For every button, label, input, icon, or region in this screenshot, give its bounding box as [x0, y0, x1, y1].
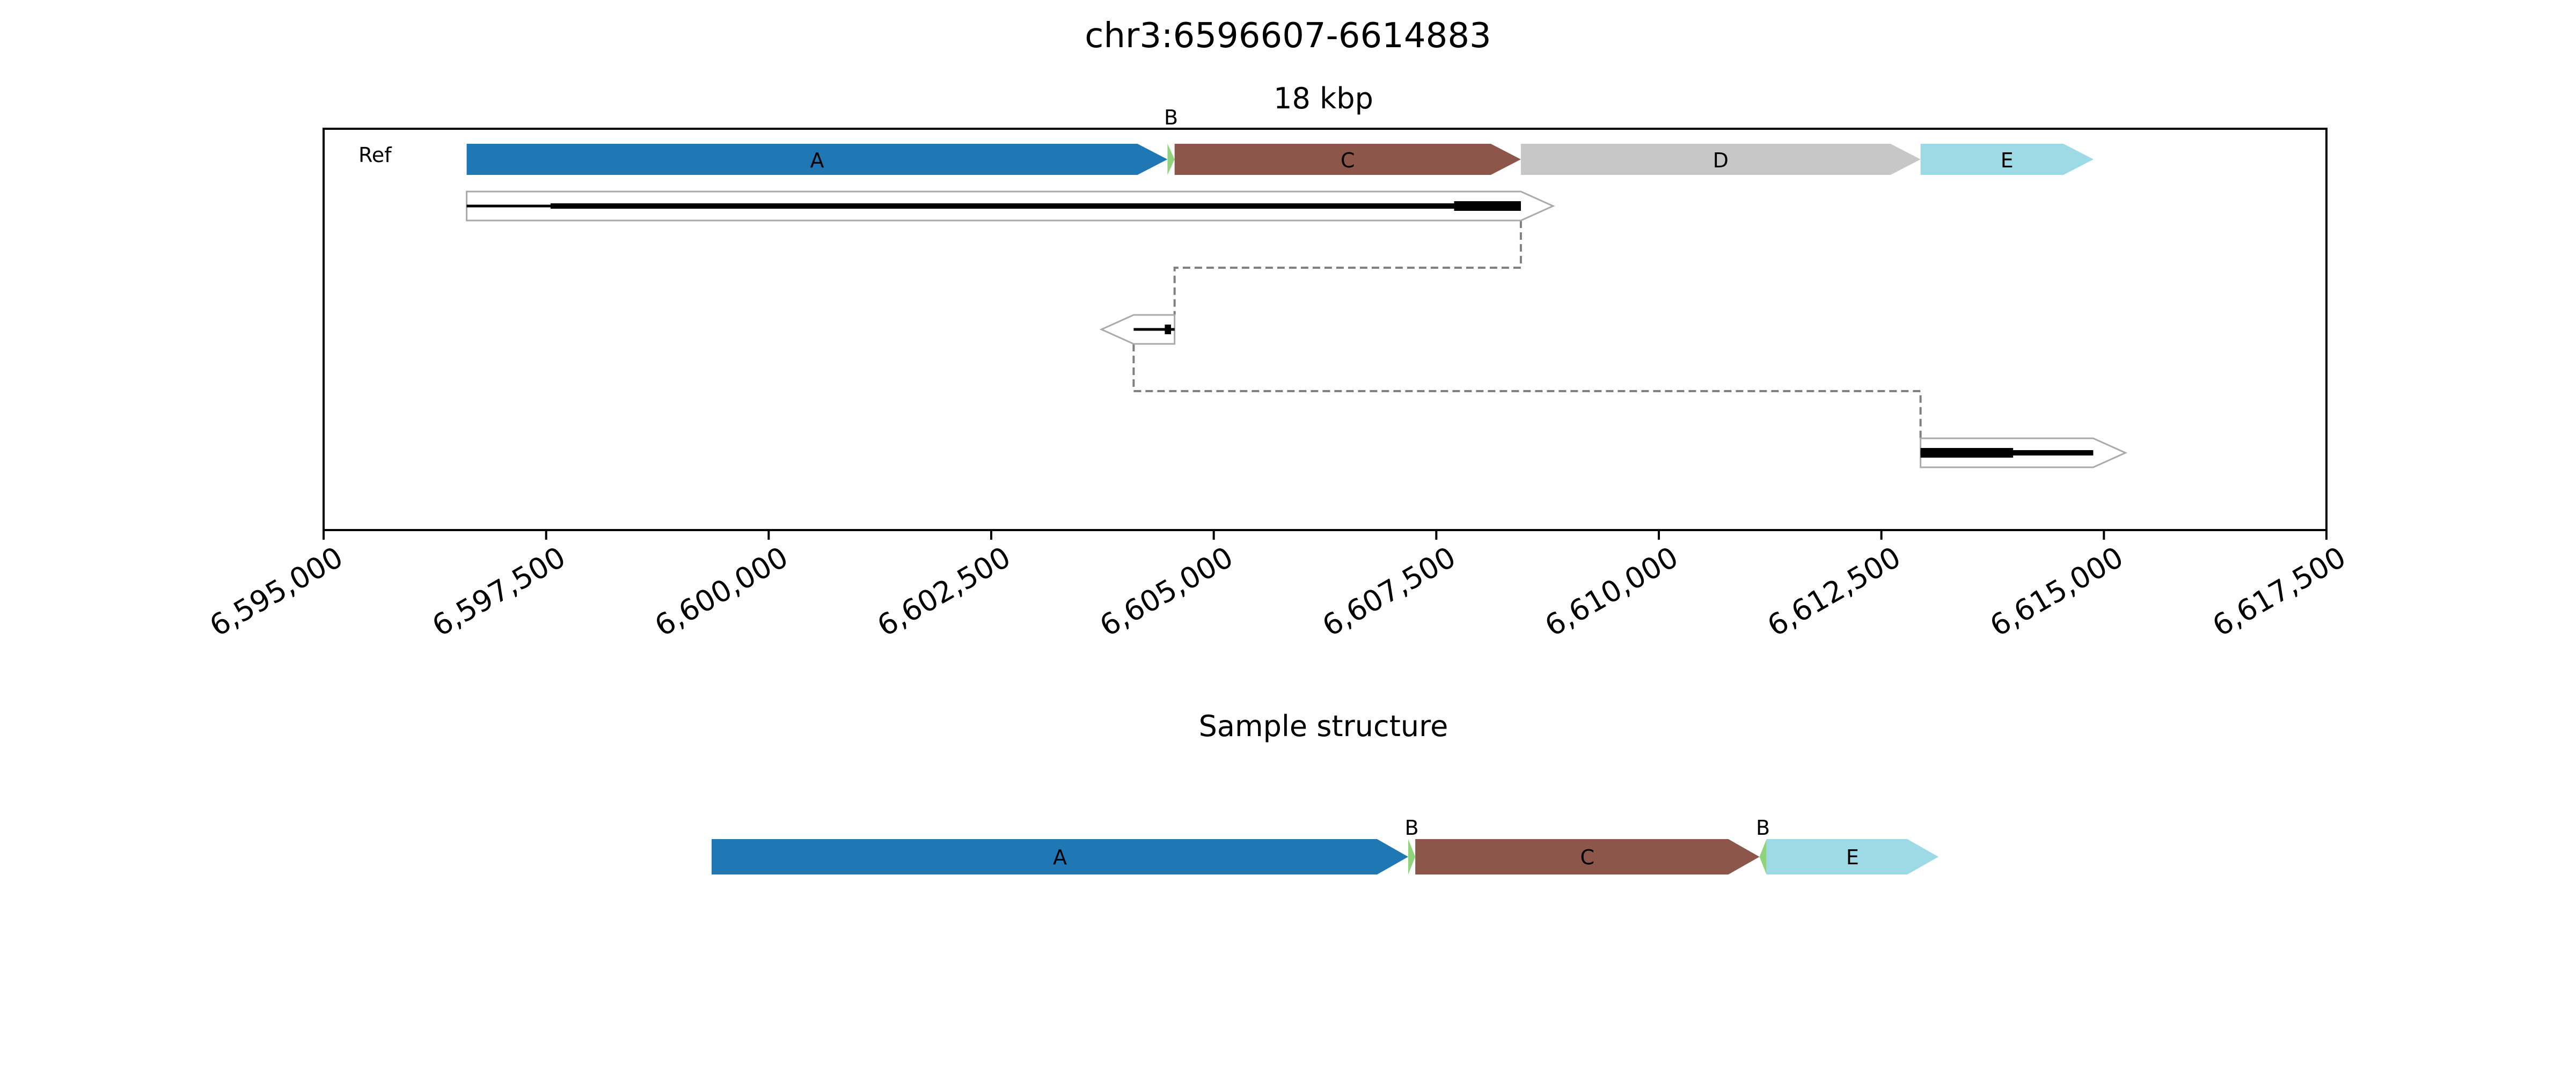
ref-segment-e — [1920, 144, 2094, 175]
segment-link-2 — [1132, 344, 1922, 438]
ref-segment-label-e: E — [2001, 149, 2014, 172]
ref-segment-a — [466, 144, 1168, 175]
axis-tick-label-8: 6,612,500 — [1762, 540, 1907, 643]
ref-segment-b — [1167, 144, 1175, 175]
sample-segment-label-a: A — [1053, 846, 1067, 869]
ref-row-label: Ref — [358, 143, 392, 167]
axis-tick-label-10: 6,617,500 — [2207, 540, 2352, 643]
sample-segment-label-e: E — [1846, 846, 1859, 869]
sample-segments: A B C B E — [712, 816, 1938, 874]
segment-link-1 — [1173, 221, 1522, 315]
segment-links — [1132, 221, 1922, 438]
ref-segment-label-a: A — [810, 149, 824, 172]
ref-segment-label-b: B — [1164, 106, 1178, 129]
sample-segment-c — [1415, 839, 1760, 874]
sample-segment-label-b: B — [1405, 816, 1419, 840]
axis-tick-label-1: 6,595,000 — [204, 540, 349, 643]
position-axis: 6,595,000 6,597,500 6,600,000 6,602,500 6,60… — [204, 530, 2352, 643]
axis-tick-label-4: 6,602,500 — [872, 540, 1016, 643]
sample-structure-title: Sample structure — [1199, 709, 1448, 743]
axis-tick-label-5: 6,605,000 — [1094, 540, 1239, 643]
sample-segment-b — [1408, 839, 1416, 874]
region-title: chr3:6596607-6614883 — [1085, 16, 1491, 56]
ref-segment-label-c: C — [1341, 149, 1355, 172]
axis-tick-label-6: 6,607,500 — [1316, 540, 1461, 643]
ref-segment-label-d: D — [1713, 149, 1729, 172]
axis-tick-label-7: 6,610,000 — [1539, 540, 1684, 643]
axis-tick-label-2: 6,597,500 — [427, 540, 572, 643]
axis-tick-label-3: 6,600,000 — [649, 540, 794, 643]
ref-segment-c — [1174, 144, 1521, 175]
reference-segments: A B C D E — [466, 106, 2094, 175]
reference-panel-frame — [323, 128, 2328, 531]
sample-segment-b2 — [1759, 839, 1767, 874]
sample-segment-e — [1766, 839, 1938, 874]
sample-segment-label-c: C — [1580, 846, 1595, 869]
axis-tick-label-9: 6,615,000 — [1984, 540, 2129, 643]
sample-segment-label-b2: B — [1756, 816, 1770, 840]
sample-segment-a — [712, 839, 1408, 874]
ref-segment-d — [1520, 144, 1921, 175]
scale-label: 18 kbp — [1274, 82, 1373, 115]
gene-tracks — [466, 190, 2128, 468]
